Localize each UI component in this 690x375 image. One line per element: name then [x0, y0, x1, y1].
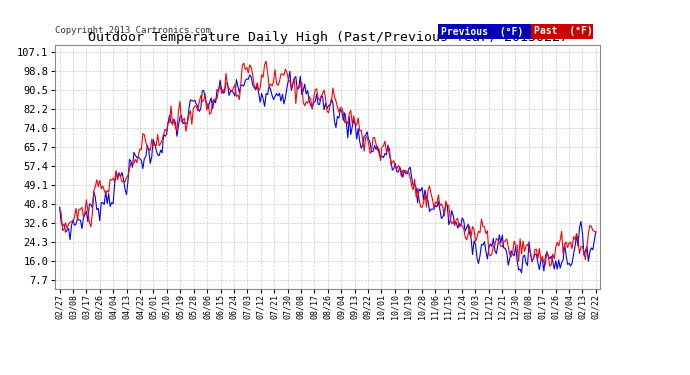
Text: Copyright 2013 Cartronics.com: Copyright 2013 Cartronics.com	[55, 26, 211, 35]
Text: Previous  (°F): Previous (°F)	[441, 27, 523, 36]
Text: Past  (°F): Past (°F)	[534, 27, 593, 36]
Title: Outdoor Temperature Daily High (Past/Previous Year) 20130227: Outdoor Temperature Daily High (Past/Pre…	[88, 31, 568, 44]
